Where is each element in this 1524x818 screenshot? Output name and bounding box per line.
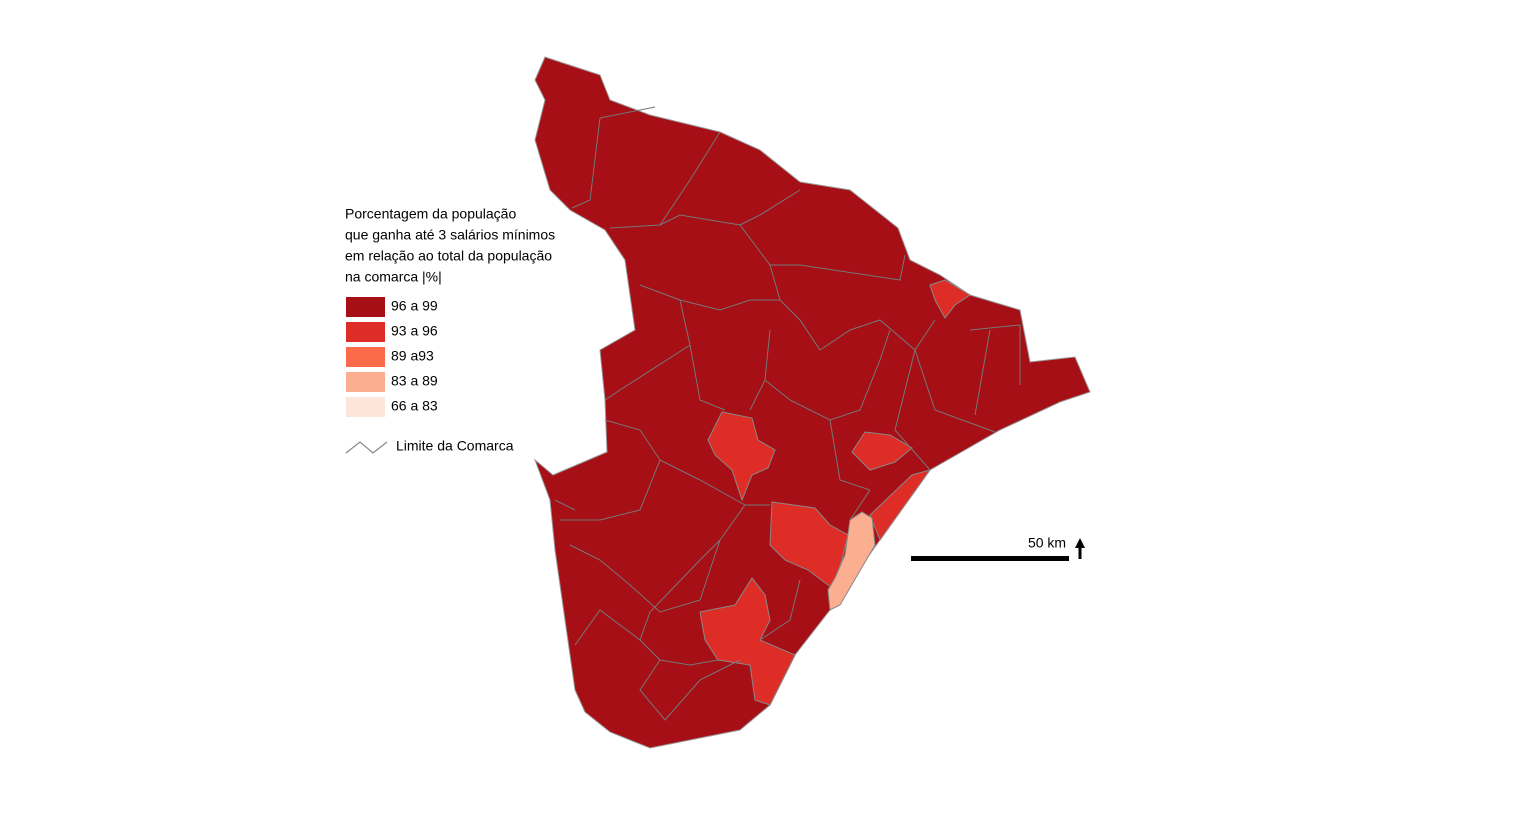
legend-swatch [346, 322, 385, 342]
legend-label: 66 a 83 [391, 398, 438, 414]
scale-label: 50 km [1028, 535, 1066, 551]
legend-boundary-symbol [345, 441, 388, 454]
scale-line [911, 556, 1069, 561]
north-arrow [1075, 538, 1085, 559]
region-83-89 [827, 511, 876, 611]
legend-swatch [346, 397, 385, 417]
legend: Porcentagem da população que ganha até 3 … [345, 206, 555, 454]
boundary [554, 106, 1021, 721]
legend-title: Porcentagem da população [345, 206, 516, 222]
legend-title: que ganha até 3 salários mínimos [345, 227, 555, 243]
map [533, 56, 1091, 749]
region-93-96 [707, 411, 776, 502]
legend-boundary-label: Limite da Comarca [396, 438, 514, 454]
legend-label: 83 a 89 [391, 373, 438, 389]
legend-title: na comarca |%| [345, 269, 442, 285]
legend-label: 93 a 96 [391, 323, 438, 339]
legend-label: 96 a 99 [391, 298, 438, 314]
legend-swatch [346, 347, 385, 367]
region-93-96 [929, 279, 971, 319]
state-region [533, 56, 1091, 749]
legend-label: 89 a93 [391, 348, 434, 364]
legend-swatch [346, 372, 385, 392]
scale-bar: 50 km [911, 535, 1085, 561]
legend-swatch [346, 297, 385, 317]
legend-title: em relação ao total da população [345, 248, 552, 264]
region-93-96 [851, 431, 913, 471]
